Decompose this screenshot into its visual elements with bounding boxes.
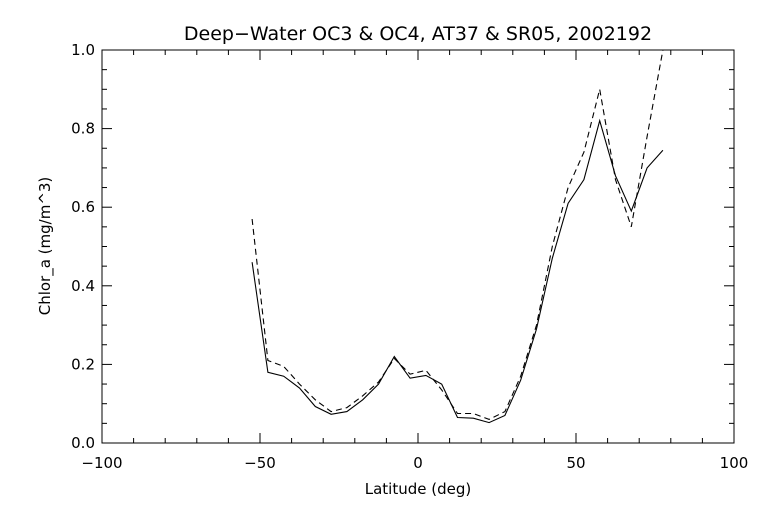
y-tick-label: 0.2 (71, 355, 95, 373)
y-axis-label: Chlor_a (mg/m^3) (36, 177, 55, 316)
series-group (251, 49, 664, 424)
chart-title: Deep−Water OC3 & OC4, AT37 & SR05, 20021… (184, 23, 652, 45)
y-tick-label: 0.4 (71, 277, 95, 295)
y-tick-label: 0.8 (71, 120, 95, 138)
y-tick-label: 1.0 (71, 41, 95, 59)
y-tick-label: 0.6 (71, 198, 95, 216)
axis-ticks (101, 49, 735, 444)
x-tick-labels: −100 −50 0 50 100 (81, 454, 748, 472)
series-line-solid (251, 118, 664, 424)
x-tick-label: 0 (413, 454, 423, 472)
x-tick-label: 50 (566, 454, 585, 472)
plot-frame (101, 49, 735, 444)
y-tick-labels: 0.0 0.2 0.4 0.6 0.8 1.0 (71, 41, 95, 452)
x-axis-label: Latitude (deg) (365, 480, 471, 498)
series-line-dashed (251, 49, 664, 420)
x-tick-label: −100 (81, 454, 122, 472)
x-tick-label: −50 (244, 454, 276, 472)
x-tick-label: 100 (720, 454, 749, 472)
y-tick-label: 0.0 (71, 434, 95, 452)
